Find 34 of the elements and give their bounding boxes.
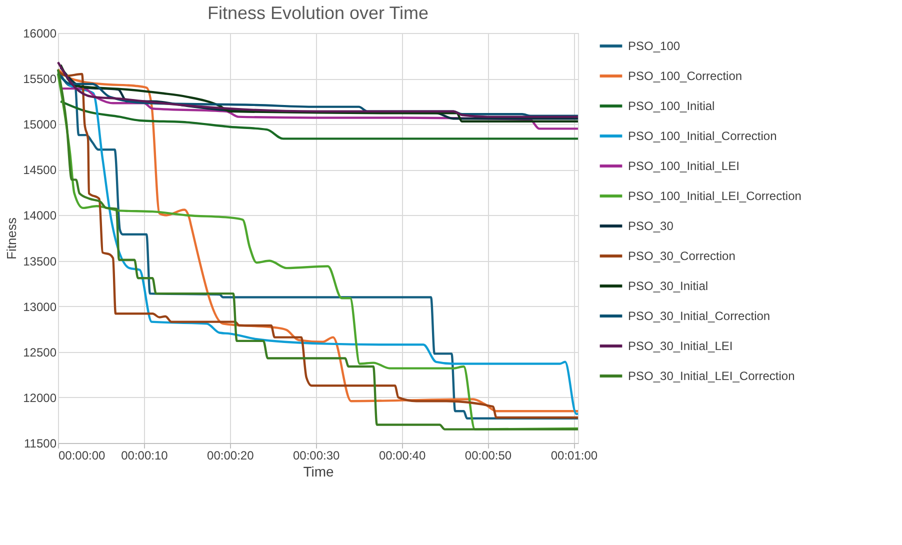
- x-axis-title: Time: [303, 464, 334, 480]
- x-tick-label: 00:00:10: [121, 448, 168, 462]
- y-tick-label: 14500: [23, 163, 57, 178]
- line-series: [61, 87, 580, 130]
- legend-label: PSO_100_Initial_LEI_Correction: [628, 189, 802, 203]
- y-tick-label: 12000: [23, 390, 57, 405]
- legend-label: PSO_100: [628, 39, 680, 53]
- legend-label: PSO_30_Initial: [628, 279, 708, 293]
- x-tick-label: 00:00:50: [464, 448, 512, 462]
- x-tick-label: 00:00:30: [292, 448, 340, 462]
- x-tick-label: 00:00:40: [378, 448, 426, 462]
- y-tick-label: 13500: [23, 254, 57, 268]
- y-axis-title: Fitness: [4, 217, 20, 260]
- legend-label: PSO_100_Initial_Correction: [628, 129, 777, 143]
- chart-title: Fitness Evolution over Time: [207, 3, 429, 23]
- x-tick-label: 00:01:00: [550, 448, 598, 462]
- y-tick-label: 15500: [23, 72, 57, 86]
- y-tick-label: 13000: [23, 300, 57, 314]
- y-tick-label: 14000: [23, 208, 57, 223]
- y-tick-label: 16000: [23, 26, 57, 40]
- legend-label: PSO_30_Initial_LEI_Correction: [628, 369, 795, 383]
- legend-label: PSO_30: [628, 219, 674, 233]
- y-tick-label: 15000: [23, 118, 57, 132]
- y-tick-label: 11500: [24, 436, 57, 450]
- legend-label: PSO_30_Initial_Correction: [628, 309, 770, 323]
- legend-label: PSO_100_Initial_LEI: [628, 159, 740, 173]
- y-tick-label: 12500: [23, 345, 57, 360]
- legend-label: PSO_100_Correction: [628, 69, 742, 83]
- line-series: [59, 100, 580, 140]
- legend-label: PSO_30_Correction: [628, 249, 736, 263]
- x-tick-label: 00:00:00: [58, 448, 106, 462]
- x-tick-label: 00:00:20: [207, 448, 254, 462]
- legend-label: PSO_30_Initial_LEI: [628, 339, 733, 353]
- legend-label: PSO_100_Initial: [628, 99, 715, 113]
